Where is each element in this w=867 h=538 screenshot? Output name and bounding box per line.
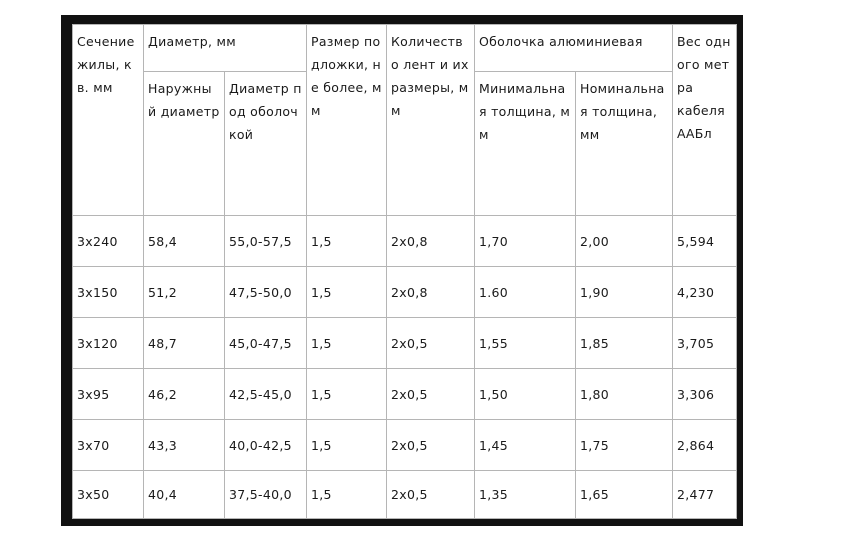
cell-weight: 2,864 [672, 419, 738, 471]
table-frame: Сечение жилы, кв. мм Диаметр, мм Размер … [61, 15, 743, 526]
table-row: 3x50 40,4 37,5-40,0 1,5 2x0,5 1,35 1,65 2,477 [72, 470, 738, 519]
cell-outer-diameter: 46,2 [143, 368, 225, 420]
cell-substrate-size: 1,5 [306, 215, 387, 267]
cell-nominal-thickness: 2,00 [574, 215, 674, 267]
cell-min-thickness: 1,45 [474, 419, 576, 471]
cell-outer-diameter: 51,2 [143, 266, 225, 318]
cell-diameter-under-sheath: 47,5-50,0 [224, 266, 307, 318]
cell-weight: 4,230 [672, 266, 738, 318]
subheader-row: Наружный диаметр Диаметр под оболочкой М… [73, 71, 737, 216]
cell-nominal-thickness: 1,85 [574, 317, 674, 369]
header-outer-diameter: Наружный диаметр [143, 71, 225, 216]
cell-min-thickness: 1,50 [474, 368, 576, 420]
table-row: 3x70 43,3 40,0-42,5 1,5 2x0,5 1,45 1,75 2,864 [72, 419, 738, 471]
cell-substrate-size: 1,5 [306, 368, 387, 420]
table-row: 3x95 46,2 42,5-45,0 1,5 2x0,5 1,50 1,80 3,306 [72, 368, 738, 420]
cell-min-thickness: 1.60 [474, 266, 576, 318]
header-nominal-thickness: Номинальная толщина, мм [574, 71, 674, 216]
cell-diameter-under-sheath: 55,0-57,5 [224, 215, 307, 267]
cell-weight: 5,594 [672, 215, 738, 267]
cell-substrate-size: 1,5 [306, 470, 387, 519]
header-tape-count: Количество лент и их размеры, мм [386, 24, 475, 216]
header-row: Сечение жилы, кв. мм Диаметр, мм Размер … [72, 24, 738, 216]
cell-weight: 2,477 [672, 470, 738, 519]
cell-tape-count: 2x0,5 [386, 368, 475, 420]
cell-tape-count: 2x0,8 [386, 266, 475, 318]
cell-min-thickness: 1,55 [474, 317, 576, 369]
cell-diameter-under-sheath: 42,5-45,0 [224, 368, 307, 420]
cell-outer-diameter: 43,3 [143, 419, 225, 471]
header-substrate-size: Размер подложки, не более, мм [306, 24, 387, 216]
cell-diameter-under-sheath: 37,5-40,0 [224, 470, 307, 519]
header-diameter-under-sheath: Диаметр под оболочкой [224, 71, 307, 216]
cell-section: 3x240 [72, 215, 144, 267]
cell-section: 3x95 [72, 368, 144, 420]
cell-diameter-under-sheath: 45,0-47,5 [224, 317, 307, 369]
cell-outer-diameter: 48,7 [143, 317, 225, 369]
table-row: 3x120 48,7 45,0-47,5 1,5 2x0,5 1,55 1,85 3,705 [72, 317, 738, 369]
cell-section: 3x70 [72, 419, 144, 471]
cell-substrate-size: 1,5 [306, 419, 387, 471]
cell-tape-count: 2x0,8 [386, 215, 475, 267]
table-row: 3x150 51,2 47,5-50,0 1,5 2x0,8 1.60 1,90 4,230 [72, 266, 738, 318]
cell-nominal-thickness: 1,75 [574, 419, 674, 471]
cell-tape-count: 2x0,5 [386, 470, 475, 519]
cell-min-thickness: 1,70 [474, 215, 576, 267]
cell-weight: 3,705 [672, 317, 738, 369]
cell-section: 3x120 [72, 317, 144, 369]
header-diameter: Диаметр, мм [143, 24, 307, 72]
cell-weight: 3,306 [672, 368, 738, 420]
cell-tape-count: 2x0,5 [386, 419, 475, 471]
cell-nominal-thickness: 1,90 [574, 266, 674, 318]
header-min-thickness: Минимальная толщина, мм [474, 71, 576, 216]
cell-min-thickness: 1,35 [474, 470, 576, 519]
header-aluminum-sheath: Оболочка алюминиевая [473, 24, 674, 72]
cell-diameter-under-sheath: 40,0-42,5 [224, 419, 307, 471]
cell-substrate-size: 1,5 [306, 266, 387, 318]
cell-nominal-thickness: 1,80 [574, 368, 674, 420]
cell-substrate-size: 1,5 [306, 317, 387, 369]
cell-section: 3x150 [72, 266, 144, 318]
header-section: Сечение жилы, кв. мм [72, 24, 144, 216]
cell-outer-diameter: 58,4 [143, 215, 225, 267]
cable-spec-table: Сечение жилы, кв. мм Диаметр, мм Размер … [72, 24, 738, 519]
cell-tape-count: 2x0,5 [386, 317, 475, 369]
header-weight: Вес одного метра кабеля ААБл [672, 24, 738, 216]
cell-nominal-thickness: 1,65 [574, 470, 674, 519]
cell-section: 3x50 [72, 470, 144, 519]
cell-outer-diameter: 40,4 [143, 470, 225, 519]
table-row: 3x240 58,4 55,0-57,5 1,5 2x0,8 1,70 2,00 5,594 [72, 215, 738, 267]
